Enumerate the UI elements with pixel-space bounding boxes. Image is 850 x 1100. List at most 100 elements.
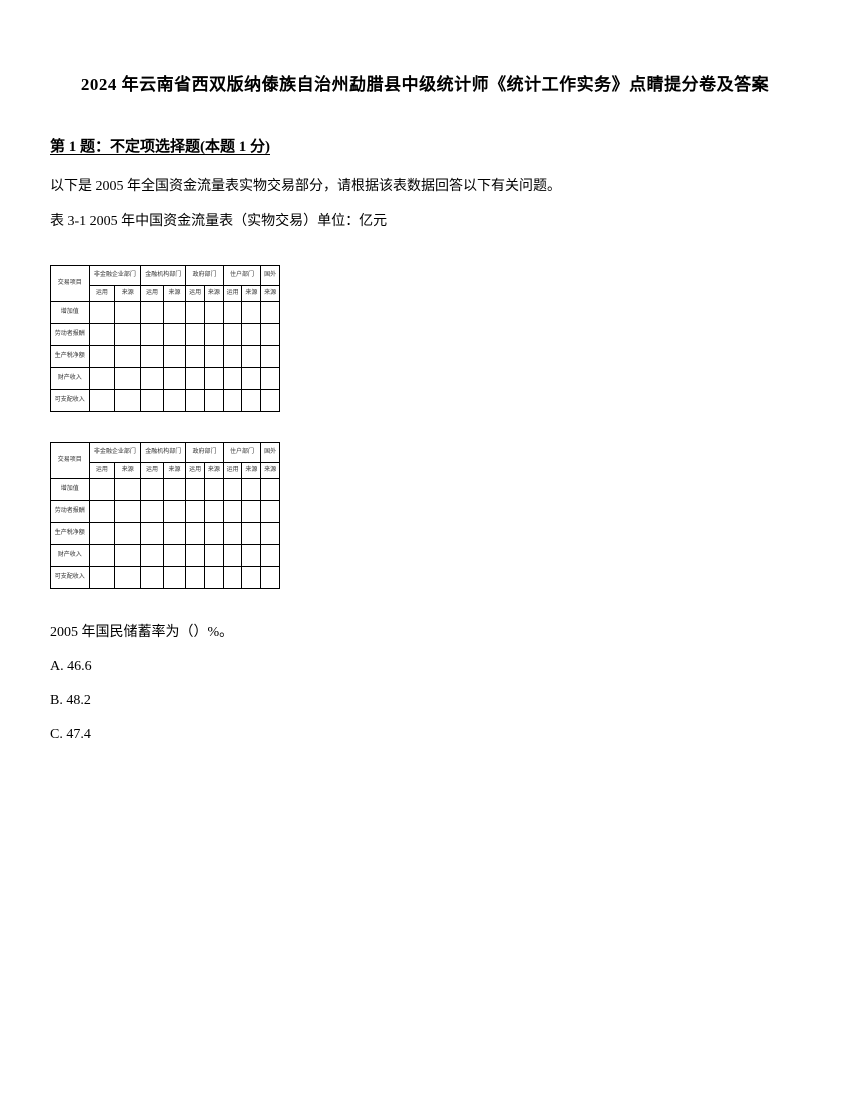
- option-text: 46.6: [67, 659, 92, 674]
- table-cell: [89, 567, 115, 589]
- table-cell: [223, 523, 242, 545]
- table-row-label: 财产收入: [51, 368, 90, 390]
- table-cell: [89, 346, 115, 368]
- table-cell: [89, 390, 115, 412]
- table-cell: [186, 368, 205, 390]
- table-row-label: 劳动者报酬: [51, 324, 90, 346]
- table-cell: [242, 390, 261, 412]
- table-cell: [115, 346, 141, 368]
- table-cell: [115, 501, 141, 523]
- table-cell: [115, 302, 141, 324]
- table-cell: [141, 368, 164, 390]
- table-cell: [163, 368, 186, 390]
- table-cell: [141, 523, 164, 545]
- table-row-label: 增加值: [51, 302, 90, 324]
- table-cell: [223, 324, 242, 346]
- table-cell: [89, 368, 115, 390]
- table-cell: [89, 479, 115, 501]
- table-cell: [186, 346, 205, 368]
- table-header-group: 国外: [261, 266, 280, 286]
- table-row: 财产收入: [51, 545, 280, 567]
- table-cell: [205, 479, 224, 501]
- table-cell: [223, 479, 242, 501]
- table-cell: [141, 324, 164, 346]
- table-cell: [261, 324, 280, 346]
- table-subheader: 来源: [205, 463, 224, 479]
- table-header-group: 非金融企业部门: [89, 266, 141, 286]
- table-cell: [261, 390, 280, 412]
- option-key: B: [50, 693, 59, 708]
- table-cell: [223, 567, 242, 589]
- table-subheader: 来源: [163, 463, 186, 479]
- table-cell: [115, 567, 141, 589]
- table-cell: [141, 302, 164, 324]
- option-key: A: [50, 659, 60, 674]
- option-b: B. 48.2: [50, 687, 800, 715]
- table-cell: [205, 545, 224, 567]
- table-row-label: 可支配收入: [51, 567, 90, 589]
- table-header-group: 非金融企业部门: [89, 443, 141, 463]
- table-cell: [205, 302, 224, 324]
- table-cell: [163, 567, 186, 589]
- table-cell: [261, 545, 280, 567]
- table-cell: [141, 501, 164, 523]
- table-cell: [163, 390, 186, 412]
- table-subheader: 来源: [242, 286, 261, 302]
- table-cell: [141, 567, 164, 589]
- table-subheader: 来源: [261, 463, 280, 479]
- page-title: 2024 年云南省西双版纳傣族自治州勐腊县中级统计师《统计工作实务》点睛提分卷及…: [50, 70, 800, 95]
- intro-text: 以下是 2005 年全国资金流量表实物交易部分，请根据该表数据回答以下有关问题。: [50, 174, 800, 201]
- table-cell: [163, 346, 186, 368]
- data-table-1: 交易项目 非金融企业部门 金融机构部门 政府部门 住户部门 国外 运用 来源 运…: [50, 265, 280, 412]
- table-header-row: 交易项目 非金融企业部门 金融机构部门 政府部门 住户部门 国外: [51, 266, 280, 286]
- table-row: 生产税净额: [51, 523, 280, 545]
- table-cell: [205, 324, 224, 346]
- option-c: C. 47.4: [50, 721, 800, 749]
- table-cell: [205, 368, 224, 390]
- table-cell: [115, 324, 141, 346]
- table-row: 增加值: [51, 479, 280, 501]
- table-cell: [261, 302, 280, 324]
- table-row-label: 财产收入: [51, 545, 90, 567]
- table-header-group: 金融机构部门: [141, 266, 186, 286]
- table-subheader: 运用: [89, 463, 115, 479]
- table-cell: [261, 523, 280, 545]
- question-header: 第 1 题：不定项选择题(本题 1 分): [50, 135, 800, 156]
- table-row: 可支配收入: [51, 390, 280, 412]
- table-cell: [242, 523, 261, 545]
- table-subheader: 运用: [89, 286, 115, 302]
- table-cell: [223, 501, 242, 523]
- table-cell: [205, 523, 224, 545]
- table-cell: [186, 523, 205, 545]
- table-subheader: 运用: [186, 463, 205, 479]
- table-cell: [242, 368, 261, 390]
- table-row: 增加值: [51, 302, 280, 324]
- question-prompt: 2005 年国民储蓄率为（）%。: [50, 619, 800, 647]
- table-cell: [141, 390, 164, 412]
- table-cell: [163, 501, 186, 523]
- option-a: A. 46.6: [50, 653, 800, 681]
- table-cell: [242, 324, 261, 346]
- table-cell: [163, 479, 186, 501]
- table-cell: [205, 390, 224, 412]
- table-cell: [242, 545, 261, 567]
- table-header-group: 住户部门: [223, 443, 260, 463]
- table-row-label: 增加值: [51, 479, 90, 501]
- table-caption: 表 3-1 2005 年中国资金流量表（实物交易）单位：亿元: [50, 209, 800, 236]
- table-subheader: 运用: [141, 463, 164, 479]
- table-subheader: 运用: [223, 463, 242, 479]
- table-subheader: 来源: [115, 286, 141, 302]
- table-cell: [115, 479, 141, 501]
- table-header-group: 政府部门: [186, 266, 223, 286]
- option-text: 48.2: [66, 693, 91, 708]
- table-cell: [115, 545, 141, 567]
- table-cell: [261, 368, 280, 390]
- data-table-2: 交易项目 非金融企业部门 金融机构部门 政府部门 住户部门 国外 运用 来源 运…: [50, 442, 280, 589]
- table-cell: [89, 302, 115, 324]
- table-row-label: 劳动者报酬: [51, 501, 90, 523]
- table-subheader: 运用: [223, 286, 242, 302]
- table-cell: [163, 545, 186, 567]
- table-subheader: 来源: [163, 286, 186, 302]
- table-cell: [186, 501, 205, 523]
- table-corner-cell: 交易项目: [51, 266, 90, 302]
